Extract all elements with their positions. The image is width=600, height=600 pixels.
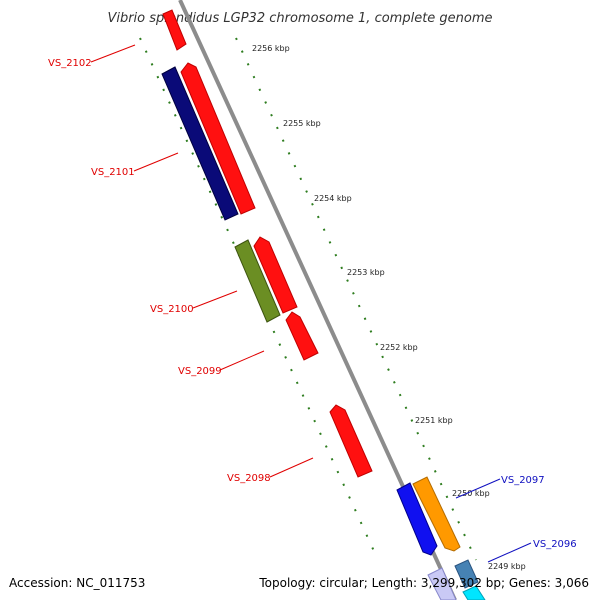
label-leader-lines [90, 44, 532, 563]
map-title: Vibrio splendidus LGP32 chromosome 1, co… [107, 11, 492, 26]
label-vs-2101[interactable]: VS_2101 [91, 167, 135, 178]
gene-cyan-bottom[interactable] [462, 585, 486, 600]
kbp-tick-2250: 2250 kbp [452, 489, 490, 498]
label-vs-2099[interactable]: VS_2099 [178, 366, 222, 377]
reverse-strand-genes [161, 9, 373, 478]
label-vs-2098[interactable]: VS_2098 [227, 473, 271, 484]
kbp-tick-2254: 2254 kbp [314, 194, 352, 203]
label-vs-2102[interactable]: VS_2102 [48, 58, 92, 69]
gene-vs-2099[interactable] [285, 311, 319, 361]
label-vs-2097[interactable]: VS_2097 [501, 475, 545, 486]
gene-vs-2097[interactable] [396, 482, 438, 556]
gene-orange[interactable] [412, 476, 461, 552]
gene-vs-2098[interactable] [329, 404, 373, 478]
gene-lilac-bottom[interactable] [427, 567, 457, 600]
gene-vs-2101[interactable] [161, 66, 239, 221]
gene-steel-bottom[interactable] [454, 559, 479, 589]
gene-vs-2102[interactable] [162, 9, 187, 51]
gene-vs-2100[interactable] [234, 239, 281, 323]
gene-red-long[interactable] [180, 62, 256, 215]
gene-red-mid-1[interactable] [253, 236, 298, 314]
accession-text: Accession: NC_011753 [9, 576, 145, 590]
kbp-tick-2251: 2251 kbp [415, 416, 453, 425]
kbp-ticks: 2256 kbp 2255 kbp 2254 kbp 2253 kbp 2252… [252, 44, 526, 571]
kbp-tick-2249: 2249 kbp [488, 562, 526, 571]
kbp-tick-2256: 2256 kbp [252, 44, 290, 53]
kbp-tick-2255: 2255 kbp [283, 119, 321, 128]
genome-summary-text: Topology: circular; Length: 3,299,302 bp… [258, 576, 589, 590]
label-vs-2100[interactable]: VS_2100 [150, 304, 194, 315]
kbp-tick-2252: 2252 kbp [380, 343, 418, 352]
kbp-tick-2253: 2253 kbp [347, 268, 385, 277]
label-vs-2096[interactable]: VS_2096 [533, 539, 577, 550]
forward-strand-genes [396, 476, 486, 600]
gene-labels: VS_2102 VS_2101 VS_2100 VS_2099 VS_2098 … [48, 58, 577, 550]
